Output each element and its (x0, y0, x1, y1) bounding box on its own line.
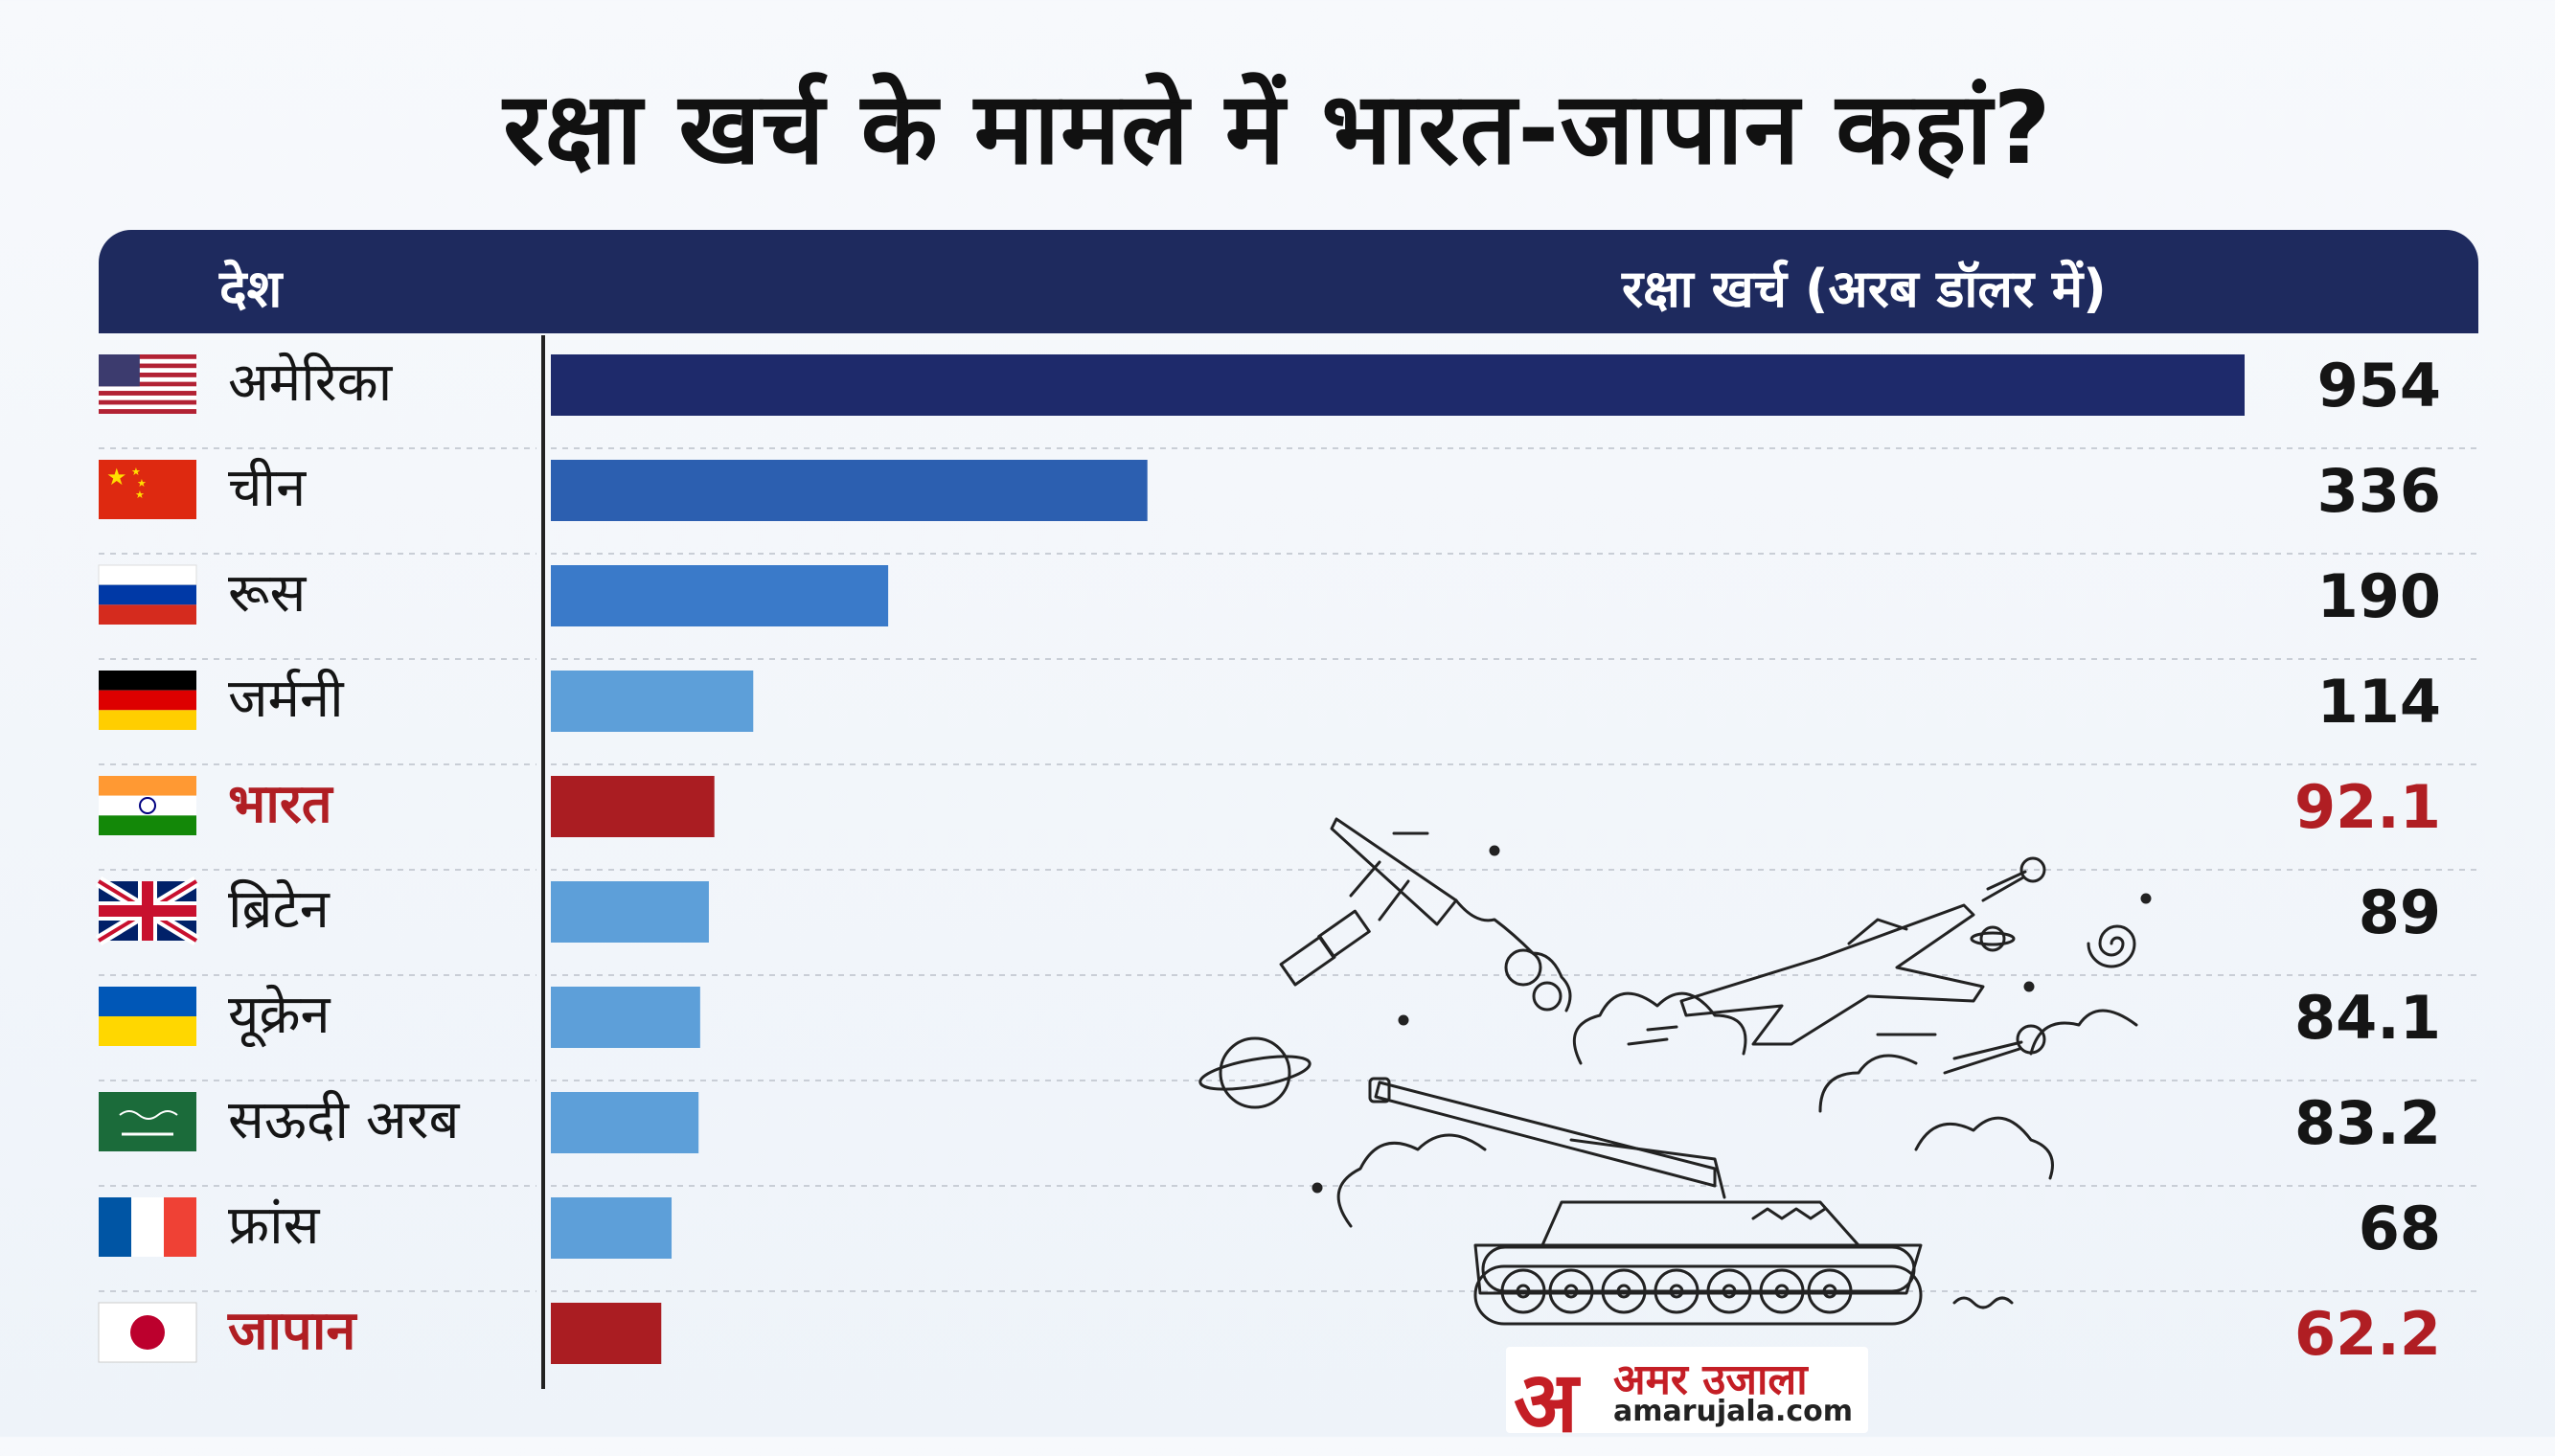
france-flag-icon (99, 1197, 196, 1257)
header-value: रक्षा खर्च (अरब डॉलर में) (1622, 259, 2107, 319)
country-label: सऊदी अरब (228, 1089, 461, 1151)
india-flag-icon (99, 776, 196, 835)
value-label: 954 (2317, 351, 2441, 421)
logo-mark: अ (1514, 1352, 1579, 1451)
header-country: देश (219, 259, 283, 319)
military-sketch-icon (1198, 817, 2152, 1326)
japan-flag-icon (98, 1302, 197, 1363)
brand-logo: अ अमर उजाला amarujala.com (1506, 1347, 1868, 1451)
bar (551, 460, 1148, 521)
bar (551, 776, 715, 837)
germany-flag-icon (99, 671, 196, 730)
country-label: जर्मनी (228, 668, 345, 730)
chart-title: रक्षा खर्च के मामले में भारत-जापान कहां? (503, 70, 2052, 187)
value-label: 83.2 (2294, 1088, 2441, 1158)
value-label: 92.1 (2294, 772, 2441, 842)
value-label: 190 (2317, 561, 2441, 631)
ukraine-flag-icon (99, 987, 196, 1046)
logo-name: अमर उजाला (1613, 1355, 1808, 1404)
country-label: रूस (228, 562, 308, 625)
bar (551, 354, 2245, 416)
bar (551, 1092, 699, 1153)
bar (551, 1197, 673, 1259)
value-label: 62.2 (2294, 1299, 2441, 1369)
table-header: देश रक्षा खर्च (अरब डॉलर में) (99, 230, 2478, 333)
country-label: जापान (227, 1300, 357, 1362)
bar (551, 881, 709, 943)
bar (551, 1303, 662, 1364)
logo-url: amarujala.com (1613, 1395, 1854, 1428)
svg-text:★: ★ (135, 489, 145, 501)
svg-text:★: ★ (131, 466, 141, 478)
value-label: 89 (2359, 877, 2441, 947)
country-label: ब्रिटेन (228, 878, 331, 941)
bar (551, 671, 754, 732)
country-label: फ्रांस (228, 1194, 321, 1257)
russia-flag-icon (98, 564, 197, 625)
bar (551, 565, 889, 626)
country-label: चीन (228, 457, 307, 519)
value-label: 114 (2317, 667, 2441, 737)
country-label: भारत (228, 773, 334, 835)
svg-text:★: ★ (137, 477, 147, 489)
country-label: यूक्रेन (228, 984, 331, 1048)
us-flag-icon (99, 354, 196, 414)
bar (551, 987, 700, 1048)
china-flag-icon: ★ ★★★ (99, 460, 196, 519)
saudi-flag-icon (99, 1092, 196, 1151)
uk-flag-icon (95, 876, 200, 946)
country-label: अमेरिका (228, 352, 394, 414)
value-label: 336 (2317, 456, 2441, 526)
svg-text:★: ★ (106, 464, 127, 490)
value-label: 84.1 (2294, 983, 2441, 1053)
value-label: 68 (2359, 1194, 2441, 1263)
